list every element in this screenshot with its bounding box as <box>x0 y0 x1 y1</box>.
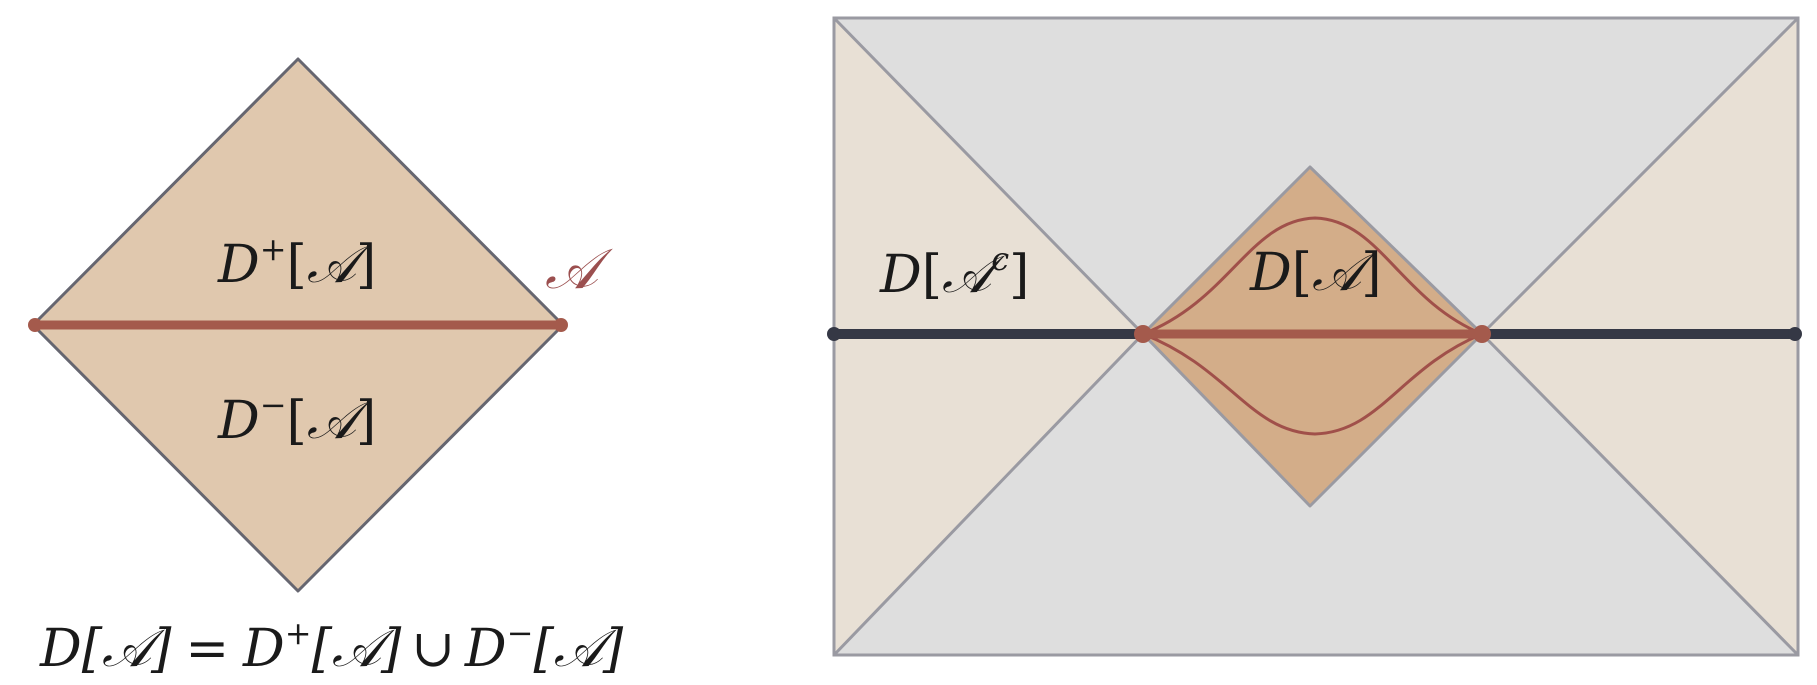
lower-cauchy-slice <box>1142 332 1483 436</box>
complement-left-endpoint <box>827 327 841 341</box>
domain-union-equation: D[𝒜] = D+[𝒜] ∪ D−[𝒜] <box>39 614 624 679</box>
region-a-left-endpoint <box>28 318 42 332</box>
domain-label: D[𝒜] <box>1249 243 1382 303</box>
light-ray-bottom-right <box>1480 332 1800 657</box>
light-ray-bottom-left <box>832 332 1145 657</box>
past-domain-label: D−[𝒜] <box>217 386 376 451</box>
light-ray-top-right <box>1480 16 1800 336</box>
region-a-right-endpoint-right <box>1473 325 1491 343</box>
region-a-label: 𝒜 <box>545 237 613 302</box>
upper-cauchy-slice <box>1142 216 1483 336</box>
left-diagram: D+[𝒜] D−[𝒜] 𝒜 D[𝒜] = D+[𝒜] ∪ D−[𝒜] <box>28 57 624 679</box>
light-ray-top-left <box>832 16 1145 336</box>
complement-domain-label: D[𝒜c] <box>879 240 1029 305</box>
region-a-left-endpoint-right <box>1134 325 1152 343</box>
future-domain-label: D+[𝒜] <box>217 230 376 295</box>
region-a-right-endpoint <box>554 318 568 332</box>
right-diagram: D[𝒜c] D[𝒜] <box>827 16 1802 657</box>
complement-right-endpoint <box>1788 327 1802 341</box>
